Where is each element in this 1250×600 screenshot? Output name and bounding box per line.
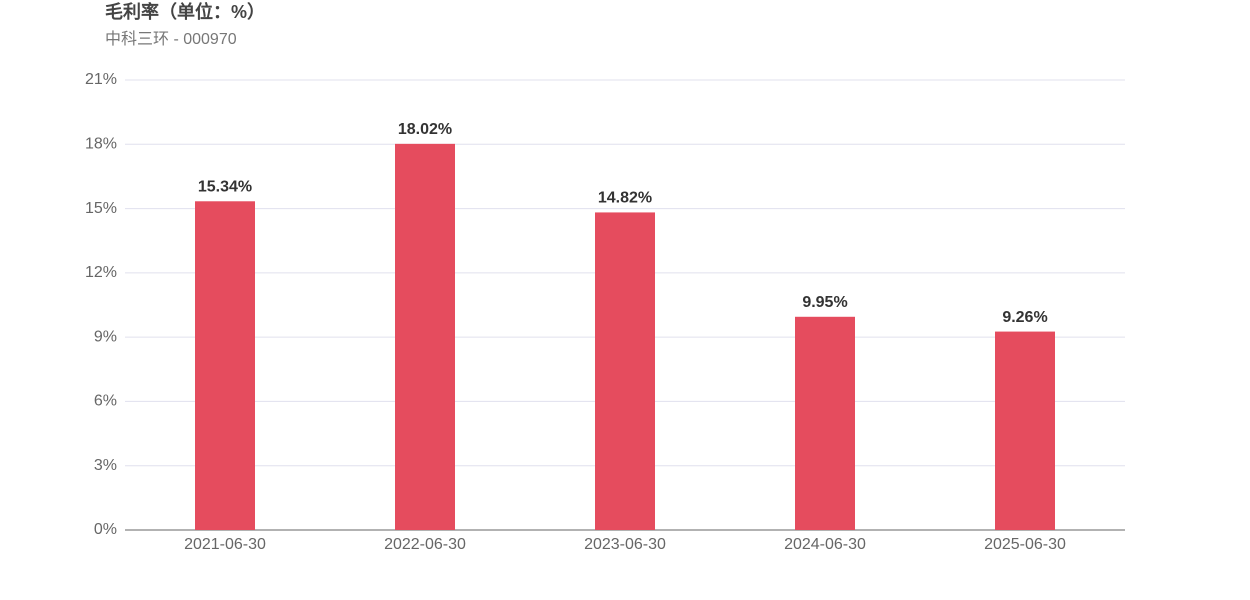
y-tick-label: 9% xyxy=(94,328,117,345)
y-tick-label: 21% xyxy=(85,71,117,88)
bar xyxy=(995,331,1055,530)
value-label: 15.34% xyxy=(198,179,252,196)
bar xyxy=(795,316,855,530)
x-tick-label: 2024-06-30 xyxy=(784,536,866,553)
value-label: 14.82% xyxy=(598,190,652,207)
x-tick-label: 2025-06-30 xyxy=(984,536,1066,553)
value-label: 18.02% xyxy=(398,121,452,138)
y-tick-label: 3% xyxy=(94,457,117,474)
bar xyxy=(595,212,655,530)
x-tick-label: 2023-06-30 xyxy=(584,536,666,553)
value-label: 9.26% xyxy=(1002,309,1047,326)
bar xyxy=(195,201,255,531)
x-tick-label: 2021-06-30 xyxy=(184,536,266,553)
chart-subtitle: 中科三环 - 000970 xyxy=(105,30,237,48)
bar xyxy=(395,143,455,530)
y-tick-label: 15% xyxy=(85,200,117,217)
y-tick-label: 0% xyxy=(94,521,117,538)
x-tick-label: 2022-06-30 xyxy=(384,536,466,553)
y-tick-label: 6% xyxy=(94,393,117,410)
y-tick-label: 12% xyxy=(85,264,117,281)
chart-title: 毛利率（单位：%） xyxy=(105,1,265,22)
y-tick-label: 18% xyxy=(85,136,117,153)
value-label: 9.95% xyxy=(802,294,847,311)
